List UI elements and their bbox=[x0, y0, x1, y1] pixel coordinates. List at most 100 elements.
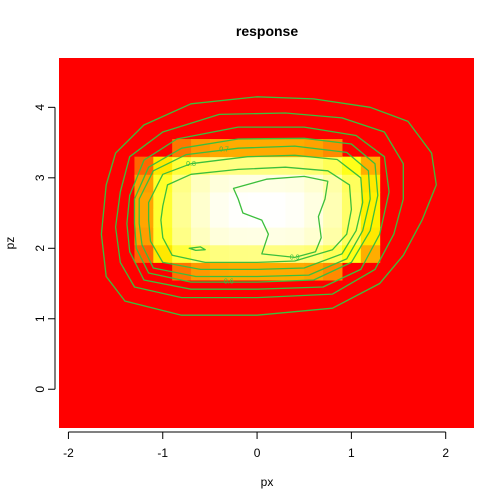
heatmap-cell bbox=[228, 244, 249, 263]
heatmap-cell bbox=[304, 156, 324, 175]
heatmap-cell bbox=[304, 262, 324, 281]
heatmap-cell bbox=[323, 209, 343, 228]
contour-labels: 0.8 0.7 0.9 0.6 bbox=[186, 147, 300, 286]
contour-label: 0.7 bbox=[219, 147, 229, 154]
heatmap-cell bbox=[134, 227, 154, 246]
heatmap-cell bbox=[172, 174, 192, 193]
contour-line bbox=[126, 126, 390, 290]
heatmap-cell bbox=[266, 209, 286, 228]
heatmap-cell bbox=[304, 191, 324, 211]
heatmap-cell bbox=[323, 244, 343, 263]
contour-line bbox=[188, 246, 206, 252]
heatmap-cell bbox=[191, 139, 211, 158]
y-tick-label: 1 bbox=[33, 315, 47, 322]
heatmap-cell bbox=[266, 174, 286, 193]
heatmap-cell bbox=[191, 174, 211, 193]
contour-line bbox=[114, 112, 404, 299]
heatmap-cell bbox=[228, 209, 249, 228]
heatmap-cell bbox=[360, 209, 381, 228]
heatmap-cell bbox=[191, 227, 211, 246]
heatmap-cell bbox=[134, 244, 154, 263]
heatmap-cell bbox=[191, 156, 211, 175]
heatmap-cell bbox=[323, 174, 343, 193]
contour-label: 0.9 bbox=[290, 255, 300, 262]
x-tick-label: 1 bbox=[348, 446, 355, 460]
heatmap-cell bbox=[341, 191, 362, 211]
heatmap-cell bbox=[247, 174, 267, 193]
heatmap-cell bbox=[266, 191, 286, 211]
x-tick-label: 0 bbox=[254, 446, 261, 460]
heatmap-cell bbox=[323, 191, 343, 211]
heatmap-cell bbox=[341, 209, 362, 228]
heatmap-cell bbox=[153, 174, 173, 193]
contour-line bbox=[138, 145, 371, 278]
heatmap-cell bbox=[209, 209, 230, 228]
y-tick-label: 0 bbox=[33, 386, 47, 393]
contour-label: 0.8 bbox=[186, 161, 196, 168]
contour-line bbox=[160, 166, 353, 264]
heatmap-cell bbox=[266, 156, 286, 175]
contour-line bbox=[232, 175, 329, 259]
x-tick-label: -1 bbox=[157, 446, 168, 460]
contour-line bbox=[100, 96, 437, 316]
contour-lines bbox=[100, 96, 437, 316]
heatmap-cell bbox=[134, 191, 154, 211]
heatmap-cell bbox=[172, 244, 192, 263]
heatmap-cell bbox=[172, 209, 192, 228]
heatmap-cell bbox=[285, 262, 305, 281]
heatmap-cell bbox=[360, 227, 381, 246]
heatmap-cell bbox=[266, 262, 286, 281]
heatmap-cell bbox=[228, 174, 249, 193]
heatmap-cell bbox=[285, 244, 305, 263]
chart-title: response bbox=[236, 23, 298, 39]
heatmap-cell bbox=[285, 174, 305, 193]
heatmap-cell bbox=[209, 244, 230, 263]
heatmap-cell bbox=[285, 209, 305, 228]
heatmap-cell bbox=[247, 244, 267, 263]
heatmap-cell bbox=[228, 156, 249, 175]
contour-line bbox=[147, 154, 364, 271]
heatmap-cell bbox=[323, 227, 343, 246]
y-tick-label: 2 bbox=[33, 245, 47, 252]
heatmap-cell bbox=[266, 244, 286, 263]
heatmap-cell bbox=[191, 262, 211, 281]
x-tick-label: 2 bbox=[442, 446, 449, 460]
heatmap-cell bbox=[247, 262, 267, 281]
heatmap-cell bbox=[153, 191, 173, 211]
heatmap-cell bbox=[266, 139, 286, 158]
contour-label: 0.6 bbox=[224, 279, 234, 286]
heatmap-cell bbox=[209, 139, 230, 158]
heatmap-cell bbox=[247, 227, 267, 246]
heatmap-cell bbox=[209, 174, 230, 193]
y-axis-label: pz bbox=[3, 237, 17, 250]
heatmap-cell bbox=[172, 227, 192, 246]
heatmap-cells bbox=[134, 139, 381, 281]
heatmap-cell bbox=[209, 191, 230, 211]
heatmap-cell bbox=[247, 156, 267, 175]
heatmap-cell bbox=[304, 227, 324, 246]
heatmap-cell bbox=[341, 174, 362, 193]
contour-line bbox=[133, 137, 379, 283]
heatmap-cell bbox=[360, 244, 381, 263]
heatmap-cell bbox=[153, 244, 173, 263]
x-tick-label: -2 bbox=[63, 446, 74, 460]
heatmap-cell bbox=[209, 227, 230, 246]
heatmap-cell bbox=[304, 244, 324, 263]
heatmap-cell bbox=[323, 139, 343, 158]
heatmap-cell bbox=[191, 209, 211, 228]
heatmap-cell bbox=[285, 139, 305, 158]
heatmap-cell bbox=[285, 156, 305, 175]
heatmap-cell bbox=[360, 174, 381, 193]
heatmap-cell bbox=[153, 209, 173, 228]
heatmap-cell bbox=[228, 227, 249, 246]
heatmap-cell bbox=[134, 209, 154, 228]
heatmap-cell bbox=[172, 156, 192, 175]
axes: -2 -1 0 1 2 0 1 2 3 4 bbox=[33, 104, 449, 460]
x-axis-label: px bbox=[261, 475, 274, 489]
y-tick-label: 4 bbox=[33, 104, 47, 111]
heatmap-cell bbox=[285, 191, 305, 211]
heatmap-cell bbox=[247, 191, 267, 211]
heatmap-cell bbox=[191, 191, 211, 211]
